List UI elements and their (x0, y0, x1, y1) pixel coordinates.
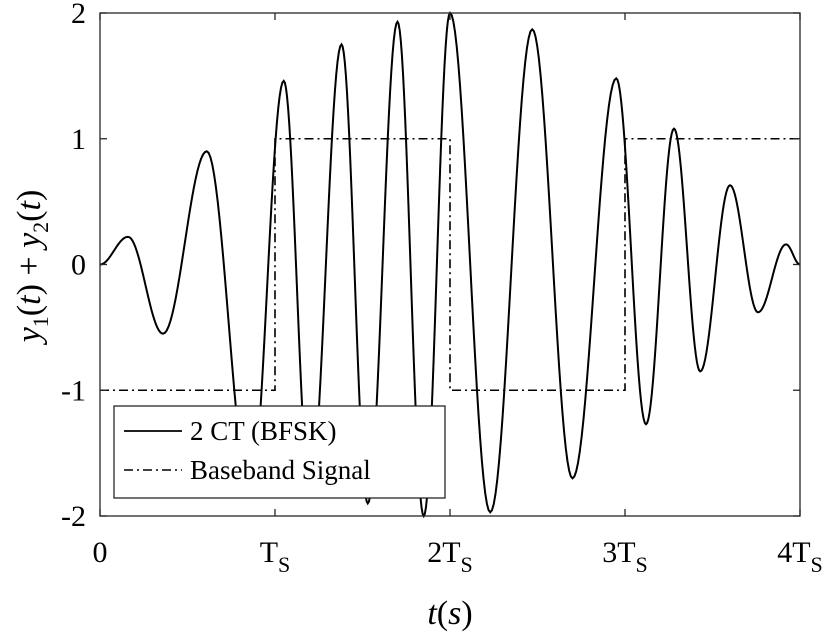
legend-label-baseband: Baseband Signal (190, 455, 371, 485)
y-tick-label: 1 (71, 123, 86, 156)
series-baseband-line (100, 137, 800, 392)
x-tick-label: TS (260, 536, 291, 577)
x-tick-label: 2TS (427, 536, 473, 577)
legend-box (113, 405, 446, 499)
legend-label-bfsk: 2 CT (BFSK) (190, 416, 337, 446)
y-tick-label: 2 (71, 0, 86, 30)
y-tick-label: -2 (61, 500, 86, 533)
y-tick-label: 0 (71, 249, 86, 282)
x-tick-label: 4TS (777, 536, 823, 577)
y-axis-title: y1(t) + y2(t) (11, 190, 53, 346)
x-tick-label: 0 (93, 536, 108, 569)
legend: 2 CT (BFSK) Baseband Signal (113, 405, 446, 499)
y-tick-label: -1 (61, 374, 86, 407)
x-axis-title: t(s) (427, 595, 472, 632)
x-tick-label: 3TS (602, 536, 648, 577)
